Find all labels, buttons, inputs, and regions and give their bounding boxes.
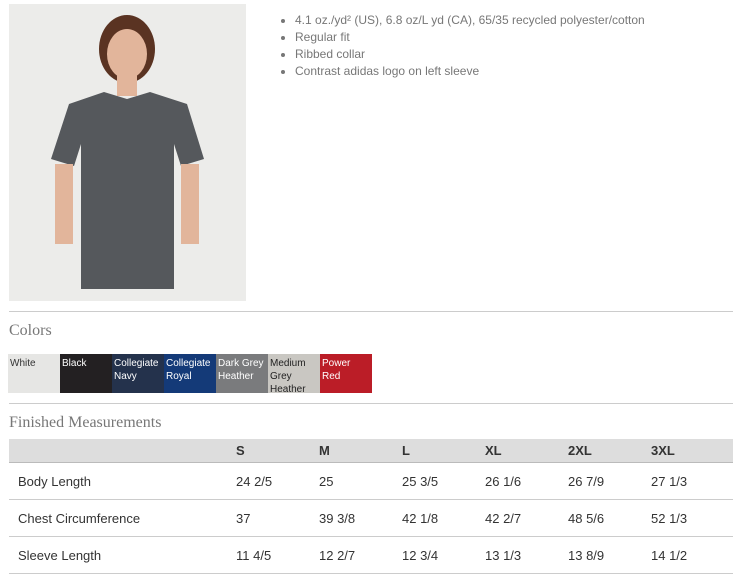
- measurement-value: 13 8/9: [567, 536, 650, 574]
- measurement-value: 42 1/8: [401, 499, 484, 537]
- measurement-value: 48 5/6: [567, 499, 650, 537]
- measurement-value: 52 1/3: [650, 499, 733, 537]
- size-header: S: [235, 439, 318, 463]
- divider: [9, 403, 733, 404]
- color-swatch[interactable]: Power Red: [320, 354, 372, 393]
- measurement-value: 39 3/8: [318, 499, 401, 537]
- colors-heading: Colors: [9, 322, 52, 339]
- row-label: Body Length: [9, 462, 235, 500]
- measurements-table: S M L XL 2XL 3XL Body Length 24 2/5 25 25 3/5 26 …: [9, 439, 733, 574]
- measurements-heading: Finished Measurements: [9, 414, 162, 431]
- measurement-value: 24 2/5: [235, 462, 318, 500]
- color-swatch[interactable]: Dark Grey Heather: [216, 354, 268, 393]
- size-header: 2XL: [567, 439, 650, 463]
- size-header: XL: [484, 439, 567, 463]
- size-header: L: [401, 439, 484, 463]
- measurement-value: 26 1/6: [484, 462, 567, 500]
- header-blank: [9, 439, 235, 463]
- feature-list: 4.1 oz./yd² (US), 6.8 oz/L yd (CA), 65/3…: [265, 12, 645, 80]
- color-swatch[interactable]: Medium Grey Heather: [268, 354, 320, 395]
- divider: [9, 311, 733, 312]
- measurement-value: 14 1/2: [650, 536, 733, 574]
- measurement-value: 13 1/3: [484, 536, 567, 574]
- size-header: M: [318, 439, 401, 463]
- color-swatch[interactable]: Collegiate Navy: [112, 354, 164, 393]
- measurement-value: 42 2/7: [484, 499, 567, 537]
- feature-item: Regular fit: [295, 29, 645, 46]
- size-header: 3XL: [650, 439, 733, 463]
- table-row: Body Length 24 2/5 25 25 3/5 26 1/6 26 7/9 27 …: [9, 462, 733, 500]
- feature-item: Ribbed collar: [295, 46, 645, 63]
- measurement-value: 11 4/5: [235, 536, 318, 574]
- table-row: Sleeve Length 11 4/5 12 2/7 12 3/4 13 1/3 13 …: [9, 536, 733, 574]
- table-row: Chest Circumference 37 39 3/8 42 1/8 42 2/7 4…: [9, 499, 733, 537]
- measurement-value: 37: [235, 499, 318, 537]
- measurement-value: 27 1/3: [650, 462, 733, 500]
- measurement-value: 25: [318, 462, 401, 500]
- color-swatch[interactable]: Black: [60, 354, 112, 393]
- feature-item: Contrast adidas logo on left sleeve: [295, 63, 645, 80]
- product-image: [9, 4, 246, 301]
- measurement-value: 12 2/7: [318, 536, 401, 574]
- color-swatch[interactable]: Collegiate Royal: [164, 354, 216, 393]
- color-swatch[interactable]: White: [8, 354, 60, 393]
- row-label: Sleeve Length: [9, 536, 235, 574]
- measurement-value: 26 7/9: [567, 462, 650, 500]
- row-label: Chest Circumference: [9, 499, 235, 537]
- color-swatches: White Black Collegiate Navy Collegiate Roya…: [8, 354, 372, 395]
- feature-item: 4.1 oz./yd² (US), 6.8 oz/L yd (CA), 65/3…: [295, 12, 645, 29]
- measurement-value: 12 3/4: [401, 536, 484, 574]
- measurement-value: 25 3/5: [401, 462, 484, 500]
